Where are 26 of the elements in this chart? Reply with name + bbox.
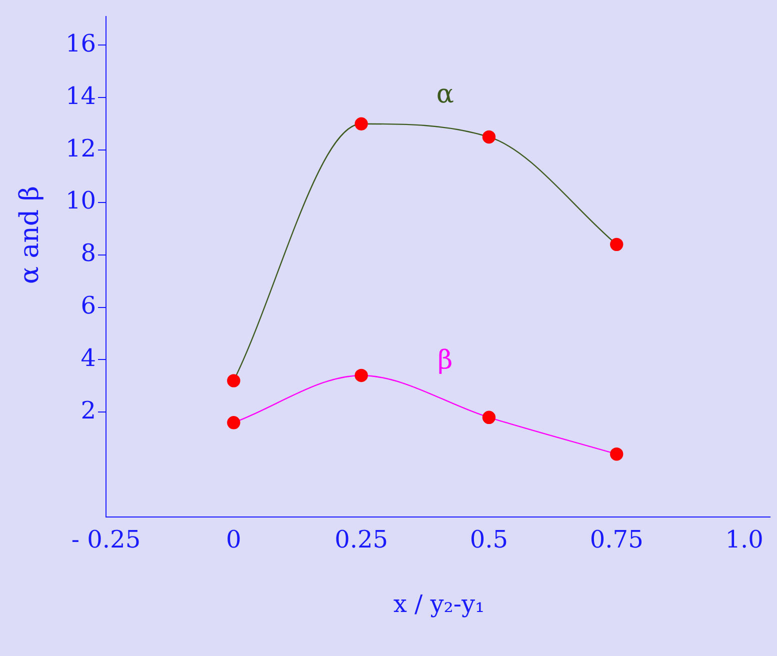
y-tick-label: 4	[80, 344, 96, 372]
y-tick-label: 6	[80, 292, 96, 320]
point	[227, 416, 240, 430]
y-tick-label: 12	[65, 134, 96, 162]
point	[227, 374, 240, 388]
point	[354, 368, 368, 382]
point	[482, 130, 496, 144]
point	[610, 238, 624, 252]
y-tick-label: 2	[80, 396, 96, 424]
point	[610, 448, 624, 461]
x-tick-label: 0.25	[334, 526, 388, 554]
y-tick-label: 10	[65, 186, 96, 215]
y-tick-label: 8	[80, 239, 96, 268]
series-label: β	[438, 345, 453, 376]
point	[482, 410, 496, 424]
x-tick-label: 1.0	[725, 526, 764, 554]
y-tick-label: 16	[65, 29, 96, 58]
x-tick-label: 0.5	[470, 526, 508, 554]
point	[354, 117, 368, 130]
x-tick-label: 0.75	[590, 526, 644, 554]
y-axis-title: α and β	[15, 185, 45, 286]
x-tick-label: - 0.25	[71, 526, 141, 554]
x-axis-title: x / y₂-y₁	[392, 590, 486, 618]
x-tick-label: 0	[226, 526, 242, 554]
series-label: α	[436, 79, 454, 110]
y-tick-label: 14	[65, 82, 96, 110]
